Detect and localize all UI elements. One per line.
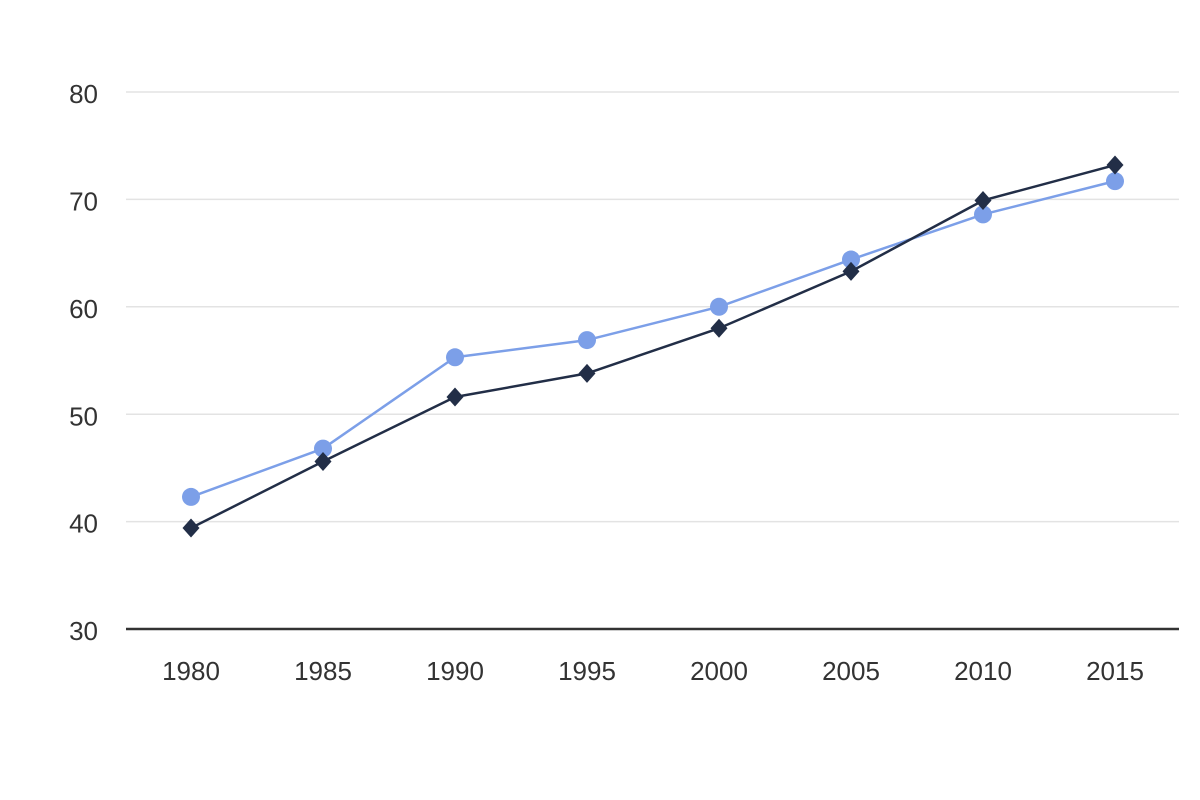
- series-layer: [182, 155, 1124, 538]
- gridlines: [126, 91, 1179, 631]
- circle-marker-series-blue-circles: [578, 331, 596, 350]
- circle-marker-series-blue-circles: [974, 205, 992, 224]
- x-axis-labels: 1980 1985 1990 1995 2000 2005 2010 2015: [162, 656, 1144, 686]
- x-tick-label: 2010: [954, 656, 1012, 686]
- x-tick-label: 1995: [558, 656, 616, 686]
- series-line-series-navy-diamonds: [189, 163, 1117, 530]
- circle-marker-series-blue-circles: [1106, 172, 1124, 191]
- y-tick-label: 60: [69, 294, 98, 324]
- y-tick-label: 30: [69, 616, 98, 646]
- diamond-marker-series-navy-diamonds: [1106, 155, 1124, 175]
- y-tick-label: 40: [69, 509, 98, 539]
- diamond-marker-series-navy-diamonds: [974, 190, 992, 210]
- diamond-marker-series-navy-diamonds: [710, 318, 728, 338]
- circle-marker-series-blue-circles: [446, 348, 464, 367]
- circle-marker-series-blue-circles: [842, 250, 860, 269]
- series-line-series-blue-circles: [189, 179, 1117, 499]
- x-tick-label: 1990: [426, 656, 484, 686]
- diamond-marker-series-navy-diamonds: [314, 451, 332, 471]
- circle-marker-series-blue-circles: [710, 297, 728, 316]
- x-tick-label: 1985: [294, 656, 352, 686]
- diamond-marker-series-navy-diamonds: [842, 261, 860, 281]
- x-tick-label: 2005: [822, 656, 880, 686]
- y-axis-labels: 30 40 50 60 70 80: [69, 79, 98, 646]
- x-tick-label: 2000: [690, 656, 748, 686]
- diamond-marker-series-navy-diamonds: [446, 387, 464, 407]
- y-tick-label: 70: [69, 186, 98, 216]
- x-tick-label: 1980: [162, 656, 220, 686]
- x-tick-label: 2015: [1086, 656, 1144, 686]
- y-tick-label: 50: [69, 401, 98, 431]
- diamond-marker-series-navy-diamonds: [578, 363, 596, 383]
- diamond-marker-series-navy-diamonds: [182, 518, 200, 538]
- circle-marker-series-blue-circles: [314, 439, 332, 458]
- circle-marker-series-blue-circles: [182, 487, 200, 506]
- y-tick-label: 80: [69, 79, 98, 109]
